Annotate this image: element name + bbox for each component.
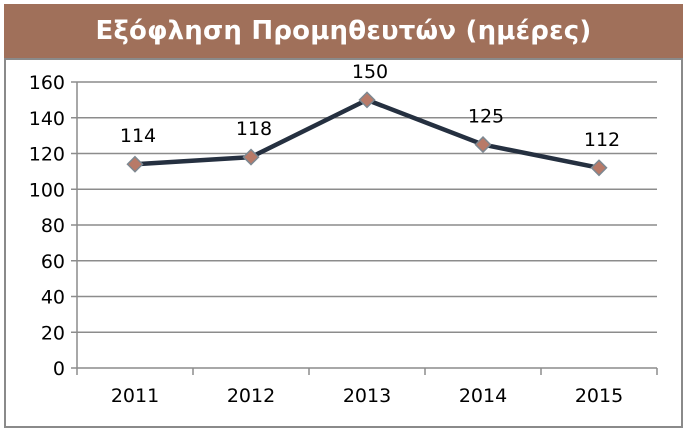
y-tick-label: 60 (41, 251, 65, 273)
series-line (134, 97, 600, 171)
x-tick-label: 2014 (459, 385, 507, 407)
data-point-marker (590, 159, 608, 177)
chart-title: Εξόφληση Προμηθευτών (ημέρες) (95, 16, 592, 46)
x-tick-label: 2015 (575, 385, 623, 407)
x-tick-label: 2012 (227, 385, 275, 407)
data-label: 150 (352, 61, 388, 83)
y-tick-label: 120 (29, 144, 65, 166)
data-label: 125 (468, 106, 504, 128)
y-tick-label: 160 (29, 72, 65, 94)
data-point-marker (474, 136, 492, 154)
y-tick-label: 0 (53, 358, 65, 380)
data-label: 114 (120, 125, 156, 147)
y-tick-label: 40 (41, 287, 65, 309)
x-tick-label: 2011 (111, 385, 159, 407)
y-tick-label: 140 (29, 108, 65, 130)
y-tick-label: 100 (29, 179, 65, 201)
y-tick-label: 80 (41, 215, 65, 237)
y-tick-label: 20 (41, 322, 65, 344)
data-point-marker (126, 155, 144, 173)
data-point-marker (358, 91, 376, 109)
data-point-marker (242, 148, 260, 166)
data-label: 118 (236, 118, 272, 140)
x-tick-label: 2013 (343, 385, 391, 407)
chart-area-border (4, 58, 683, 428)
chart-title-bar: Εξόφληση Προμηθευτών (ημέρες) (4, 4, 683, 58)
data-label: 112 (584, 129, 620, 151)
